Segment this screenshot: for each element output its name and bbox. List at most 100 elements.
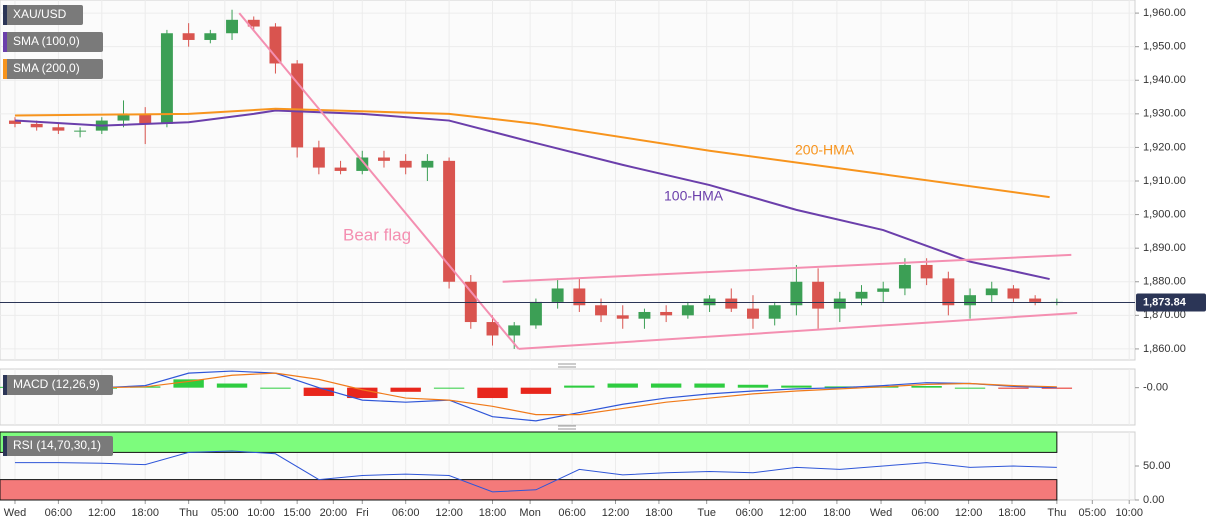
pane-handle <box>558 363 576 368</box>
candle-body <box>660 311 673 316</box>
candle-body <box>117 113 130 121</box>
y-tick-label: 50.00 <box>1143 460 1171 472</box>
rsi-line <box>14 450 1057 493</box>
y-tick-label: 1,860.00 <box>1143 343 1186 355</box>
candle-body <box>529 301 542 326</box>
candle-body <box>681 305 694 316</box>
candle-body <box>356 157 369 171</box>
candle-body <box>334 167 347 171</box>
x-tick-label: 20:00 <box>320 507 348 519</box>
x-tick-label: Thu <box>179 507 198 519</box>
histogram-bar <box>216 383 248 388</box>
legend-item: SMA (100,0) <box>3 32 103 52</box>
legend-label: SMA (100,0) <box>13 34 80 48</box>
x-tick-label: 12:00 <box>88 507 116 519</box>
candle-body <box>312 147 325 168</box>
legend-label: SMA (200,0) <box>13 61 80 75</box>
macd-pane <box>0 368 1136 426</box>
trendline <box>238 12 520 350</box>
x-tick-label: 18:00 <box>998 507 1026 519</box>
candle-body <box>1029 298 1042 302</box>
pane-handle <box>558 425 576 430</box>
histogram-bar <box>998 387 1029 389</box>
candle-body <box>486 322 499 336</box>
trendline <box>502 253 1072 283</box>
candle-body <box>1007 288 1020 299</box>
histogram-bar <box>347 387 378 399</box>
legend-box <box>3 59 103 79</box>
y-tick-label: 1,880.00 <box>1143 276 1186 288</box>
legend-label: XAU/USD <box>13 7 67 21</box>
x-tick-label: Wed <box>4 507 26 519</box>
candle-body <box>226 19 239 34</box>
candle-body <box>291 63 304 148</box>
y-tick-label: 1,940.00 <box>1143 74 1186 86</box>
y-tick-label: 1,930.00 <box>1143 108 1186 120</box>
x-tick-label: 12:00 <box>955 507 983 519</box>
candle-body <box>464 281 477 323</box>
y-tick-label: 0.00 <box>1143 494 1164 506</box>
x-tick-label: 18:00 <box>131 507 159 519</box>
histogram-bar <box>1041 387 1073 389</box>
candle-body <box>595 305 608 316</box>
candle-body <box>812 281 825 309</box>
histogram-bar <box>694 383 725 388</box>
candle-body <box>638 311 651 319</box>
y-tick-label: 1,920.00 <box>1143 141 1186 153</box>
candle-body <box>833 298 846 309</box>
legend-item: RSI (14,70,30,1) <box>3 436 113 456</box>
candle-body <box>508 325 521 336</box>
y-tick-label: 1,960.00 <box>1143 7 1186 19</box>
histogram-bar <box>520 387 552 394</box>
x-tick-label: 06:00 <box>392 507 420 519</box>
candle-body <box>747 308 759 319</box>
candle-body <box>877 288 890 292</box>
x-tick-label: 05:00 <box>1079 507 1107 519</box>
x-tick-label: Wed <box>870 507 892 519</box>
legend-swatch <box>3 32 7 52</box>
candle-body <box>378 157 390 161</box>
y-tick-label: 1,890.00 <box>1143 242 1186 254</box>
x-tick-label: Thu <box>1047 507 1066 519</box>
candle-body <box>204 33 217 40</box>
y-tick-label: 1,910.00 <box>1143 175 1186 187</box>
legend-label: MACD (12,26,9) <box>13 377 100 391</box>
x-tick-label: 05:00 <box>211 507 239 519</box>
candle-body <box>551 288 564 302</box>
moving-average <box>14 109 1050 281</box>
candle-body <box>920 264 933 279</box>
annotation: Bear flag <box>343 225 411 244</box>
x-tick-label: 06:00 <box>45 507 73 519</box>
histogram-bar <box>390 387 421 392</box>
legend-swatch <box>3 59 7 79</box>
signal-line <box>14 372 1057 416</box>
price-tag <box>1136 293 1206 312</box>
histogram-bar <box>173 379 204 388</box>
price-tag-label: 1,873.84 <box>1143 296 1187 308</box>
candle-body <box>898 264 911 289</box>
legend-swatch <box>3 436 7 456</box>
x-tick-label: 06:00 <box>736 507 764 519</box>
legend-box <box>3 32 103 52</box>
y-tick-label: -0.00 <box>1143 382 1168 394</box>
x-tick-label: 10:00 <box>1115 507 1143 519</box>
x-tick-label: 12:00 <box>435 507 463 519</box>
candle-body <box>399 160 412 168</box>
y-tick-label: 1,950.00 <box>1143 41 1186 53</box>
candle-body <box>964 295 977 306</box>
histogram-bar <box>477 387 508 399</box>
histogram-bar <box>781 385 812 388</box>
histogram-bar <box>433 387 465 389</box>
y-tick-label: 1,900.00 <box>1143 208 1186 220</box>
histogram-bar <box>564 385 595 388</box>
candle-body <box>768 305 781 319</box>
legend-box <box>3 375 113 395</box>
overbought-zone <box>0 431 1058 453</box>
candle-body <box>942 278 955 306</box>
candle-body <box>985 288 998 296</box>
legend-item: SMA (200,0) <box>3 59 103 79</box>
histogram-bar <box>260 387 291 389</box>
trendline <box>518 311 1078 350</box>
x-tick-label: 06:00 <box>558 507 586 519</box>
